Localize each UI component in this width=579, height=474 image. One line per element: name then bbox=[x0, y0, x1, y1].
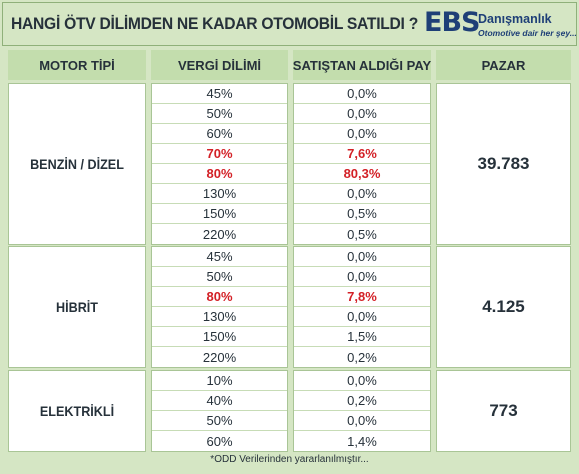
tax-rate-cell: 130% bbox=[152, 184, 287, 204]
tax-rate-cell: 150% bbox=[152, 327, 287, 347]
logo-slogan: Otomotive dair her şey... bbox=[478, 28, 577, 38]
group-cell-elektrikli-3 bbox=[436, 370, 571, 452]
sales-share-cell: 0,5% bbox=[294, 204, 430, 224]
tax-rate-cell: 80% bbox=[152, 287, 287, 307]
column-header-pay: SATIŞTAN ALDIĞI PAY bbox=[293, 50, 431, 80]
sales-share-cell: 0,0% bbox=[294, 124, 430, 144]
sales-share-cell: 0,2% bbox=[294, 391, 430, 411]
group-cell-elektrikli-2 bbox=[293, 370, 431, 452]
sales-share-cell: 0,0% bbox=[294, 411, 430, 431]
group-cell-hibrit-0 bbox=[8, 246, 146, 368]
tax-rate-cell: 80% bbox=[152, 164, 287, 184]
tax-rate-cell: 220% bbox=[202, 226, 237, 242]
sales-share-cell: 80,3% bbox=[294, 164, 430, 184]
ebs-logo: EBS Danışmanlık Otomotive dair her şey..… bbox=[424, 7, 577, 43]
motor-type-benzin-dizel: BENZİN / DİZEL bbox=[30, 156, 124, 172]
sales-share-cell: 1,4% bbox=[347, 433, 377, 449]
motor-type-elektrikli: ELEKTRİKLİ bbox=[39, 403, 115, 419]
sales-share-cell: 0,0% bbox=[294, 267, 430, 287]
sales-share-cell: 0,2% bbox=[347, 349, 377, 365]
logo-company-name: Danışmanlık bbox=[478, 12, 552, 26]
tax-rate-cell: 10% bbox=[152, 371, 287, 391]
tax-rate-cell: 50% bbox=[152, 104, 287, 124]
sales-share-cell: 7,6% bbox=[294, 144, 430, 164]
sales-share-cell: 0,0% bbox=[294, 104, 430, 124]
group-cell-benzin-dizel-1 bbox=[151, 83, 288, 245]
logo-ebs-text: EBS bbox=[424, 7, 480, 38]
sales-share-cell: 0,5% bbox=[347, 226, 377, 242]
tax-rate-cell: 60% bbox=[206, 433, 233, 449]
tax-rate-cell: 45% bbox=[152, 247, 287, 267]
column-header-vergi: VERGİ DİLİMİ bbox=[151, 50, 288, 80]
tax-rate-cell: 70% bbox=[152, 144, 287, 164]
tax-rate-cell: 60% bbox=[152, 124, 287, 144]
group-cell-elektrikli-0 bbox=[8, 370, 146, 452]
tax-rate-cell: 50% bbox=[152, 267, 287, 287]
group-cell-benzin-dizel-3 bbox=[436, 83, 571, 245]
sales-share-cell: 0,0% bbox=[294, 247, 430, 267]
pazar-value-benzin-dizel: 39.783 bbox=[477, 154, 530, 173]
tax-rate-cell: 130% bbox=[152, 307, 287, 327]
page-title: HANGİ ÖTV DİLİMDEN NE KADAR OTOMOBİL SAT… bbox=[11, 14, 418, 33]
sales-share-cell: 7,8% bbox=[294, 287, 430, 307]
group-cell-benzin-dizel-0 bbox=[8, 83, 146, 245]
group-cell-hibrit-3 bbox=[436, 246, 571, 368]
group-cell-benzin-dizel-2 bbox=[293, 83, 431, 245]
column-header-motor: MOTOR TİPİ bbox=[8, 50, 146, 80]
tax-rate-cell: 220% bbox=[202, 349, 237, 365]
tax-rate-cell: 45% bbox=[152, 84, 287, 104]
motor-type-hibrit: HİBRİT bbox=[55, 299, 98, 315]
footnote: *ODD Verilerinden yararlanılmıştır... bbox=[210, 454, 369, 465]
pazar-value-elektrikli: 773 bbox=[489, 401, 518, 420]
sales-share-cell: 0,0% bbox=[294, 371, 430, 391]
sales-share-cell: 0,0% bbox=[294, 84, 430, 104]
sales-share-cell: 0,0% bbox=[294, 307, 430, 327]
tax-rate-cell: 150% bbox=[152, 204, 287, 224]
tax-rate-cell: 40% bbox=[152, 391, 287, 411]
group-cell-elektrikli-1 bbox=[151, 370, 288, 452]
column-header-pazar: PAZAR bbox=[436, 50, 571, 80]
tax-rate-cell: 50% bbox=[152, 411, 287, 431]
sales-share-cell: 1,5% bbox=[294, 327, 430, 347]
sales-share-cell: 0,0% bbox=[294, 184, 430, 204]
header-bar: HANGİ ÖTV DİLİMDEN NE KADAR OTOMOBİL SAT… bbox=[2, 2, 577, 46]
pazar-value-hibrit: 4.125 bbox=[482, 297, 525, 316]
